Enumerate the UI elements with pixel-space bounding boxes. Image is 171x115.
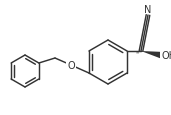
Polygon shape (141, 52, 160, 59)
Text: O: O (67, 60, 75, 70)
Text: **: ** (136, 51, 140, 55)
Text: OH: OH (161, 51, 171, 60)
Text: N: N (144, 5, 152, 15)
